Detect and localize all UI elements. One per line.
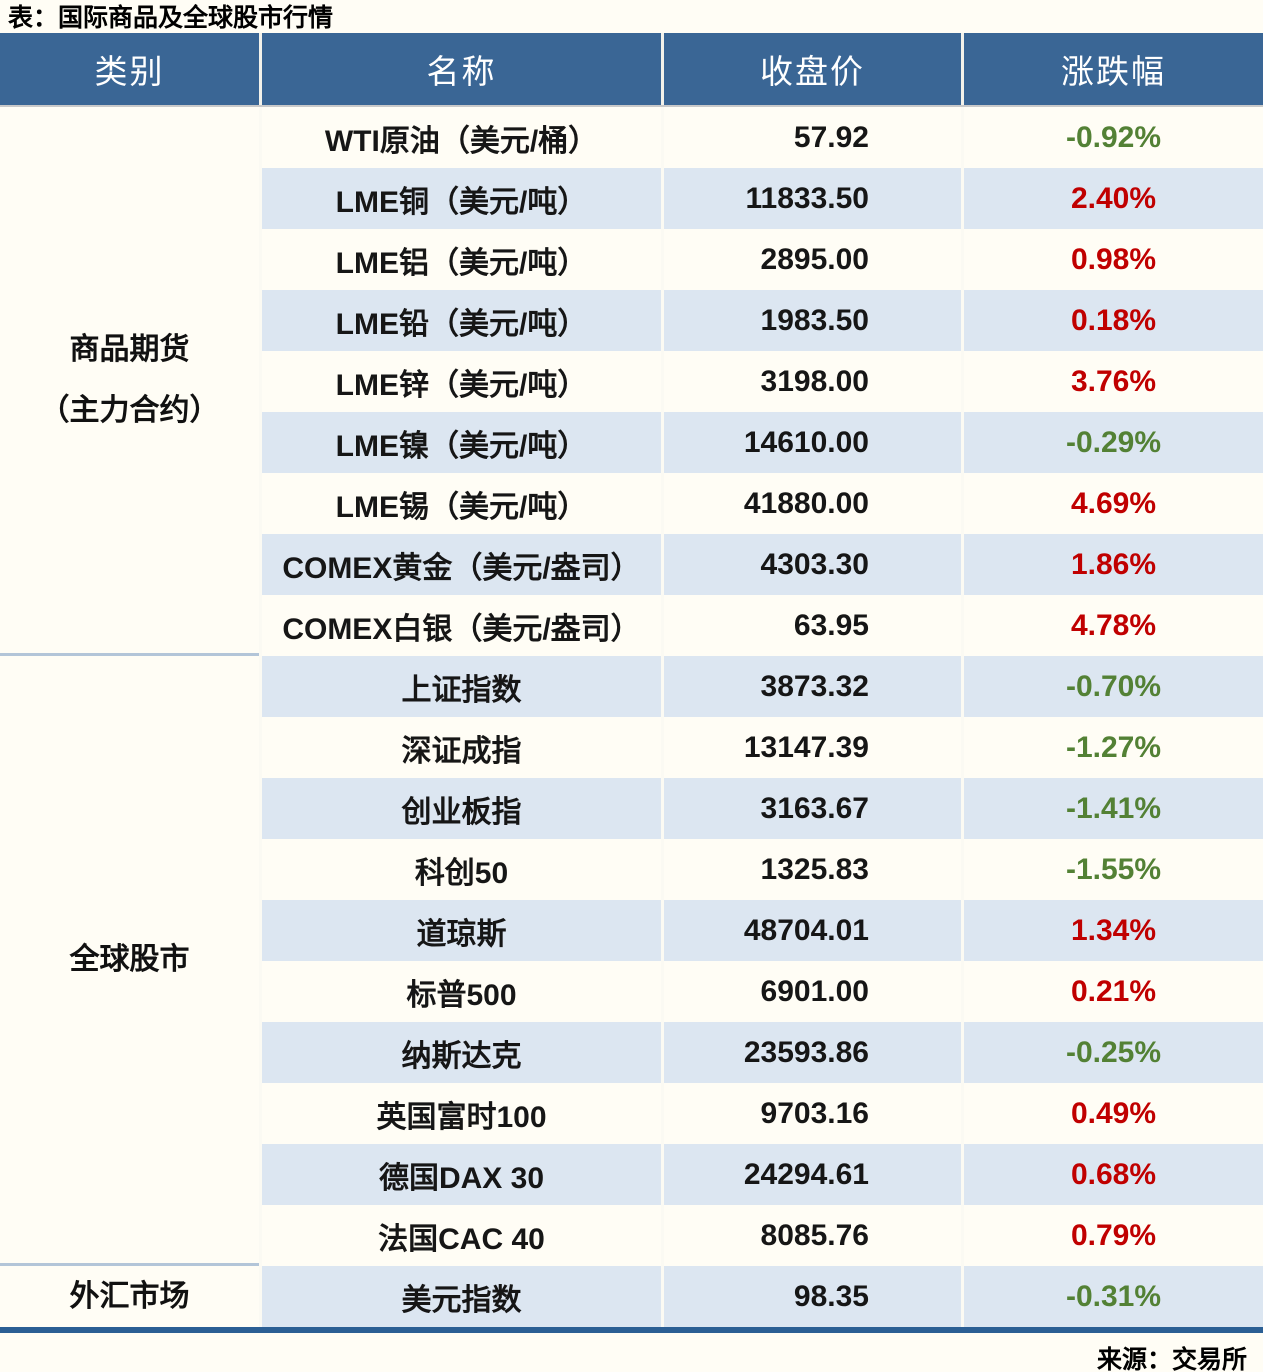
change-percent: 4.69% (961, 473, 1263, 534)
close-price: 11833.50 (661, 168, 961, 229)
column-header-name: 名称 (259, 33, 661, 105)
close-price: 8085.76 (661, 1205, 961, 1266)
change-percent: 1.34% (961, 900, 1263, 961)
close-price: 6901.00 (661, 961, 961, 1022)
instrument-name: 标普500 (259, 961, 661, 1022)
close-price: 13147.39 (661, 717, 961, 778)
instrument-name: COMEX白银（美元/盎司） (259, 595, 661, 656)
close-price: 3198.00 (661, 351, 961, 412)
close-price: 57.92 (661, 107, 961, 168)
close-price: 9703.16 (661, 1083, 961, 1144)
table-header: 类别 名称 收盘价 涨跌幅 (0, 33, 1263, 107)
instrument-name: LME铅（美元/吨） (259, 290, 661, 351)
category-cell: 商品期货 （主力合约） (0, 107, 259, 656)
instrument-name: 道琼斯 (259, 900, 661, 961)
change-percent: 4.78% (961, 595, 1263, 656)
category-label: 全球股市 (69, 943, 190, 976)
change-percent: 0.79% (961, 1205, 1263, 1266)
change-percent: 0.49% (961, 1083, 1263, 1144)
close-price: 4303.30 (661, 534, 961, 595)
change-percent: -0.25% (961, 1022, 1263, 1083)
close-price: 23593.86 (661, 1022, 961, 1083)
instrument-name: WTI原油（美元/桶） (259, 107, 661, 168)
close-price: 63.95 (661, 595, 961, 656)
instrument-name: LME锌（美元/吨） (259, 351, 661, 412)
instrument-name: LME锡（美元/吨） (259, 473, 661, 534)
instrument-name: 科创50 (259, 839, 661, 900)
close-price: 41880.00 (661, 473, 961, 534)
column-header-change: 涨跌幅 (961, 33, 1263, 105)
instrument-name: COMEX黄金（美元/盎司） (259, 534, 661, 595)
page-title: 表：国际商品及全球股市行情 (8, 4, 334, 32)
close-price: 2895.00 (661, 229, 961, 290)
close-price: 48704.01 (661, 900, 961, 961)
instrument-name: 美元指数 (259, 1266, 661, 1327)
table-body: 商品期货 （主力合约） WTI原油（美元/桶） 57.92 -0.92% LME铜（美元/… (0, 107, 1263, 1333)
close-price: 14610.00 (661, 412, 961, 473)
change-percent: -0.70% (961, 656, 1263, 717)
change-percent: -1.41% (961, 778, 1263, 839)
change-percent: 0.21% (961, 961, 1263, 1022)
instrument-name: LME镍（美元/吨） (259, 412, 661, 473)
column-header-close: 收盘价 (661, 33, 961, 105)
category-label: （主力合约） (39, 394, 220, 427)
change-percent: 3.76% (961, 351, 1263, 412)
instrument-name: 上证指数 (259, 656, 661, 717)
close-price: 98.35 (661, 1266, 961, 1327)
change-percent: 1.86% (961, 534, 1263, 595)
close-price: 1325.83 (661, 839, 961, 900)
category-cell: 外汇市场 (0, 1266, 259, 1327)
instrument-name: 深证成指 (259, 717, 661, 778)
instrument-name: 创业板指 (259, 778, 661, 839)
close-price: 1983.50 (661, 290, 961, 351)
change-percent: 0.98% (961, 229, 1263, 290)
source-note: 来源：交易所 (1096, 1346, 1247, 1372)
change-percent: -1.27% (961, 717, 1263, 778)
column-header-category: 类别 (94, 55, 165, 91)
instrument-name: LME铜（美元/吨） (259, 168, 661, 229)
change-percent: -1.55% (961, 839, 1263, 900)
close-price: 3873.32 (661, 656, 961, 717)
close-price: 3163.67 (661, 778, 961, 839)
change-percent: 0.68% (961, 1144, 1263, 1205)
category-cell: 全球股市 (0, 656, 259, 1266)
change-percent: -0.31% (961, 1266, 1263, 1327)
instrument-name: 德国DAX 30 (259, 1144, 661, 1205)
change-percent: 0.18% (961, 290, 1263, 351)
category-label: 外汇市场 (69, 1280, 190, 1313)
change-percent: -0.29% (961, 412, 1263, 473)
instrument-name: LME铝（美元/吨） (259, 229, 661, 290)
close-price: 24294.61 (661, 1144, 961, 1205)
category-label: 商品期货 (69, 333, 190, 366)
instrument-name: 法国CAC 40 (259, 1205, 661, 1266)
instrument-name: 英国富时100 (259, 1083, 661, 1144)
change-percent: 2.40% (961, 168, 1263, 229)
instrument-name: 纳斯达克 (259, 1022, 661, 1083)
change-percent: -0.92% (961, 107, 1263, 168)
